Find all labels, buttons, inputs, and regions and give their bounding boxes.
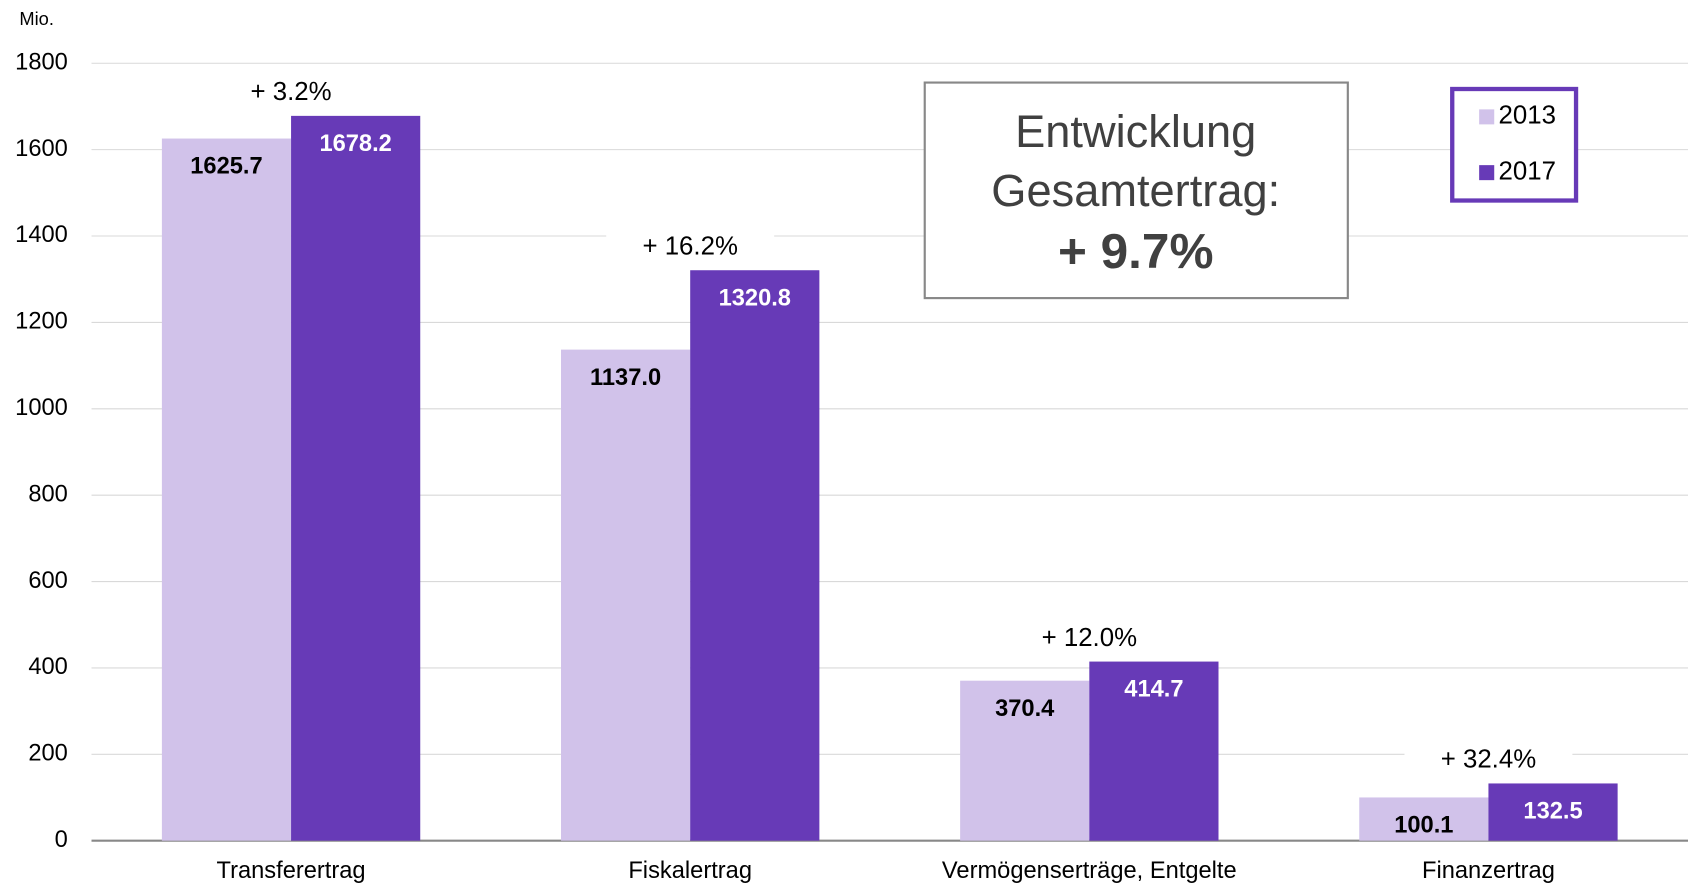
bar — [1089, 661, 1219, 841]
annotation: + 12.0% — [1042, 624, 1137, 652]
legend-swatch — [1479, 165, 1495, 181]
y-tick-label: 1600 — [15, 136, 68, 162]
y-tick-label: 0 — [55, 827, 68, 853]
y-tick-label: 1400 — [15, 222, 68, 248]
annotation-bg — [1005, 618, 1174, 656]
value-label: 370.4 — [995, 696, 1055, 722]
y-tick-label: 400 — [28, 654, 67, 680]
y-tick-label: 1800 — [15, 50, 68, 76]
textbox — [923, 81, 1349, 300]
textbox-line: Gesamtertrag: — [991, 165, 1280, 216]
value-label: 1625.7 — [190, 154, 262, 180]
y-unit-label: Mio. — [19, 8, 54, 29]
bar — [161, 138, 292, 841]
annotation: + 16.2% — [642, 233, 737, 261]
value-label: 132.5 — [1523, 799, 1582, 825]
bar — [291, 115, 421, 841]
x-tick-label: Finanzertrag — [1422, 858, 1555, 884]
y-tick-label: 200 — [28, 741, 67, 767]
legend-box — [1450, 86, 1579, 203]
bar — [1359, 797, 1489, 841]
bar — [960, 680, 1090, 841]
annotation-bg — [606, 227, 775, 264]
x-tick-label: Transferertrag — [217, 858, 366, 884]
legend-label: 2013 — [1499, 102, 1556, 130]
bar — [690, 270, 820, 841]
legend-swatch — [1479, 109, 1495, 125]
textbox-line: + 9.7% — [1058, 224, 1214, 279]
annotation-bg — [1404, 740, 1573, 778]
x-tick-label: Fiskalertrag — [628, 858, 752, 884]
annotation: + 3.2% — [251, 78, 332, 106]
textbox-line: Entwicklung — [1015, 106, 1256, 157]
annotation-bg — [207, 72, 376, 110]
y-tick-label: 1200 — [15, 309, 68, 335]
value-label: 1137.0 — [590, 365, 661, 391]
x-tick-label: Vermögenserträge, Entgelte — [942, 858, 1237, 884]
annotation: + 32.4% — [1441, 746, 1536, 774]
value-label: 414.7 — [1124, 677, 1183, 703]
value-label: 1320.8 — [719, 285, 791, 311]
y-tick-label: 800 — [28, 481, 67, 507]
legend-label: 2017 — [1499, 157, 1556, 185]
y-tick-label: 600 — [28, 568, 67, 594]
value-label: 100.1 — [1394, 813, 1453, 839]
value-label: 1678.2 — [319, 131, 391, 157]
bar — [1488, 783, 1618, 841]
bar — [561, 349, 691, 841]
y-tick-label: 1000 — [15, 395, 68, 421]
